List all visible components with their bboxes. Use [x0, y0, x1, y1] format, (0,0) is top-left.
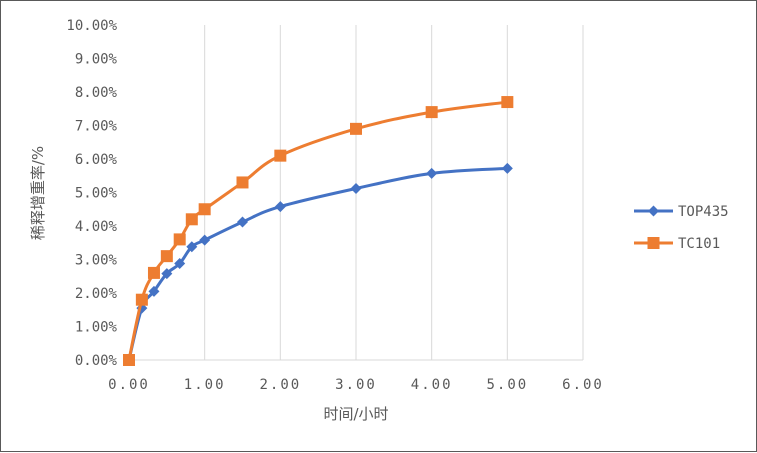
data-point-top435 [199, 234, 211, 246]
y-axis-title: 稀释增重率/% [29, 146, 47, 240]
data-point-tc101 [135, 293, 148, 306]
x-tick-label: 6.00 [562, 377, 604, 393]
series-tc101 [123, 96, 514, 366]
data-point-top435 [274, 201, 286, 213]
y-tick-label: 6.00% [75, 152, 118, 168]
data-point-tc101 [425, 106, 438, 119]
legend-item-tc101: TC101 [634, 236, 720, 252]
series-line-top435 [127, 166, 508, 361]
data-point-tc101 [501, 96, 514, 109]
data-point-tc101 [123, 354, 135, 366]
x-tick-label: 3.00 [335, 377, 377, 393]
y-tick-label: 5.00% [75, 186, 118, 202]
data-point-tc101 [147, 266, 160, 279]
legend-label-tc101: TC101 [678, 236, 720, 252]
x-axis-ticks: 0.00 1.00 2.00 3.00 4.00 5.00 6.00 [108, 377, 604, 393]
legend-marker-top435 [648, 205, 659, 217]
x-tick-label: 4.00 [411, 377, 453, 393]
data-point-tc101 [274, 149, 287, 162]
y-tick-label: 3.00% [75, 253, 118, 269]
gridlines [204, 25, 584, 360]
x-axis-title: 时间/小时 [323, 405, 388, 423]
y-tick-label: 9.00% [75, 52, 118, 68]
y-tick-label: 0.00% [75, 353, 118, 369]
x-tick-label: 0.00 [108, 377, 150, 393]
data-point-top435 [350, 182, 362, 194]
data-point-tc101 [173, 233, 186, 246]
x-tick-label: 5.00 [486, 377, 528, 393]
y-tick-label: 7.00% [75, 119, 118, 135]
data-point-top435 [161, 268, 173, 280]
data-point-top435 [426, 167, 438, 179]
y-tick-label: 10.00% [66, 18, 117, 34]
legend-item-top435: TOP435 [634, 204, 729, 220]
data-point-tc101 [198, 203, 211, 216]
series-line-tc101 [127, 100, 508, 361]
data-point-tc101 [350, 122, 362, 135]
data-point-top435 [174, 258, 186, 270]
x-tick-label: 2.00 [259, 377, 301, 393]
series-top435 [123, 162, 513, 366]
data-point-top435 [501, 162, 513, 174]
y-axis-ticks: 0.00% 1.00% 2.00% 3.00% 4.00% 5.00% 6.00% 7.00%… [66, 18, 117, 369]
series-layer [123, 96, 514, 366]
legend-marker-tc101 [647, 237, 660, 249]
data-point-tc101 [160, 250, 173, 263]
y-tick-label: 2.00% [75, 286, 118, 302]
y-tick-label: 4.00% [75, 219, 118, 235]
legend: TOP435 TC101 [634, 204, 729, 252]
legend-label-top435: TOP435 [678, 204, 729, 220]
data-point-top435 [148, 285, 160, 297]
data-point-tc101 [236, 176, 249, 189]
x-tick-label: 1.00 [184, 377, 226, 393]
y-tick-label: 8.00% [75, 85, 118, 101]
data-point-top435 [186, 241, 198, 253]
y-tick-label: 1.00% [75, 320, 118, 336]
data-point-tc101 [185, 213, 198, 226]
data-point-top435 [237, 216, 248, 228]
